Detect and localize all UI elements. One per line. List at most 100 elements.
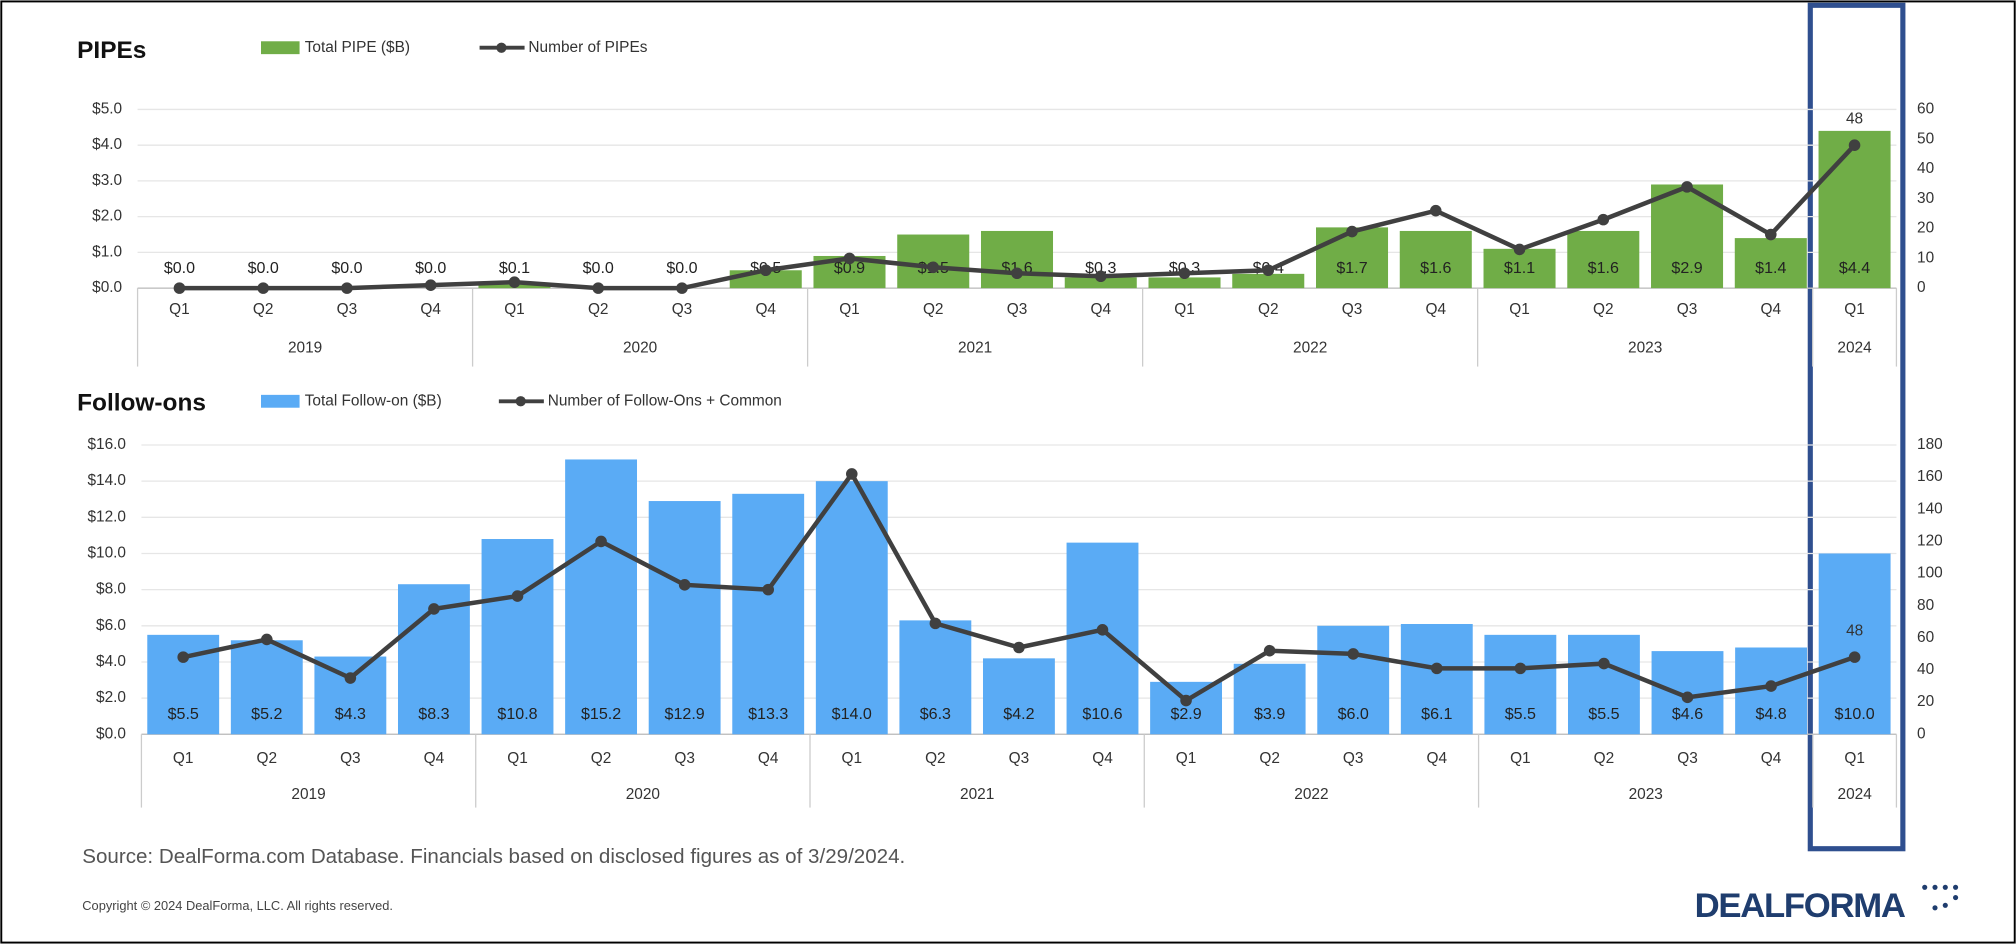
bar-value-label: $10.0 [1835,705,1875,723]
x-tick-label: Q4 [755,301,776,318]
x-tick-label: Q1 [1510,750,1531,767]
y2-tick-label: 60 [1917,101,1934,118]
line-marker [846,468,858,480]
bar-value-label: $12.9 [665,705,705,723]
bar-value-label: $4.8 [1755,705,1786,723]
bar [230,640,303,735]
bar-value-label: $10.8 [497,705,537,723]
x-tick-label: Q3 [340,750,361,767]
line-marker [428,603,440,615]
x-tick-label: Q2 [1258,301,1279,318]
bar [1483,248,1556,289]
line-marker [1598,657,1610,670]
bar-value-label: $0.0 [331,259,362,277]
y2-tick-label: 100 [1917,565,1943,582]
bar [1399,230,1472,289]
line-marker [678,579,691,591]
chart-title: PIPEs [77,37,146,64]
x-group-label: 2021 [960,786,994,803]
y2-tick-label: 30 [1917,190,1934,207]
bar [1400,623,1473,735]
bar-value-label: $13.3 [748,705,788,723]
bar [1567,230,1640,289]
bar-value-label: $1.6 [1588,259,1619,277]
bar [1567,634,1640,735]
bar-value-label: $0.0 [415,259,446,277]
y2-tick-label: 120 [1917,533,1943,550]
bar [1734,238,1807,289]
x-tick-label: Q3 [1009,750,1030,767]
x-tick-label: Q3 [1342,301,1363,318]
x-group-label: 2022 [1293,340,1327,357]
x-tick-label: Q2 [1259,750,1280,767]
bar-value-label: $6.3 [920,705,951,723]
line-marker [676,282,688,294]
line-marker [1347,648,1359,660]
line-marker [929,617,942,630]
bar-value-label: $8.3 [418,705,449,723]
logo: DEALFORMA [1695,887,1906,925]
x-tick-label: Q4 [1425,301,1446,318]
bar [1317,625,1390,735]
x-group-label: 2020 [623,340,657,357]
x-group-label: 2023 [1629,786,1663,803]
x-tick-label: Q4 [1092,750,1113,767]
bar [732,493,805,735]
line-marker [177,651,189,663]
line-marker [1765,228,1777,241]
line-marker [1011,267,1023,280]
bar [314,656,387,735]
bar-value-label: $1.1 [1504,259,1535,277]
bar [1233,663,1306,735]
x-tick-label: Q4 [758,750,779,767]
logo-dots [1922,884,1959,911]
legend-marker [515,396,526,407]
line-marker [762,583,774,596]
bar [1148,277,1221,289]
line-marker [1262,264,1275,277]
bar-value-label: $0.3 [1085,259,1116,277]
source-note: Source: DealForma.com Database. Financia… [82,845,905,868]
line-value-label: 48 [1846,623,1863,640]
bar-value-label: $5.5 [1588,705,1619,723]
line-marker [511,590,524,602]
line-value-label: 48 [1846,111,1863,128]
x-tick-label: Q1 [173,750,194,767]
x-tick-label: Q3 [1677,750,1698,767]
y-tick-label: $12.0 [87,508,126,525]
x-group-label: 2021 [958,340,992,357]
line-marker [261,633,273,646]
highlight-box [1807,2,1906,852]
x-group-label: 2020 [626,786,660,803]
x-tick-label: Q3 [337,301,358,318]
line-marker [1597,213,1610,226]
bar-value-label: $3.9 [1254,705,1285,723]
bar-value-label: $0.1 [499,259,530,277]
bar-value-label: $0.0 [164,259,195,277]
y2-tick-label: 20 [1917,693,1934,710]
line-marker [1681,181,1693,193]
y-tick-label: $4.0 [96,653,126,670]
line-marker [759,264,772,277]
line-marker [1013,641,1025,654]
line-marker [1431,662,1443,675]
legend-marker [496,42,507,53]
y2-tick-label: 0 [1917,279,1926,296]
bar [1150,681,1223,735]
line-marker [1765,680,1777,692]
bar-value-label: $0.0 [583,259,614,277]
y2-tick-label: 0 [1917,725,1926,742]
x-tick-label: Q4 [1761,750,1782,767]
line-marker [1096,624,1109,636]
y2-tick-label: 60 [1917,629,1934,646]
bar [899,620,972,735]
x-tick-label: Q1 [1176,750,1197,767]
x-tick-label: Q3 [1343,750,1364,767]
y2-tick-label: 140 [1917,500,1943,517]
bar [1066,542,1139,735]
y-tick-label: $5.0 [92,101,122,118]
line-marker [1180,694,1192,707]
y-tick-label: $14.0 [87,472,126,489]
bar-value-label: $15.2 [581,705,621,723]
